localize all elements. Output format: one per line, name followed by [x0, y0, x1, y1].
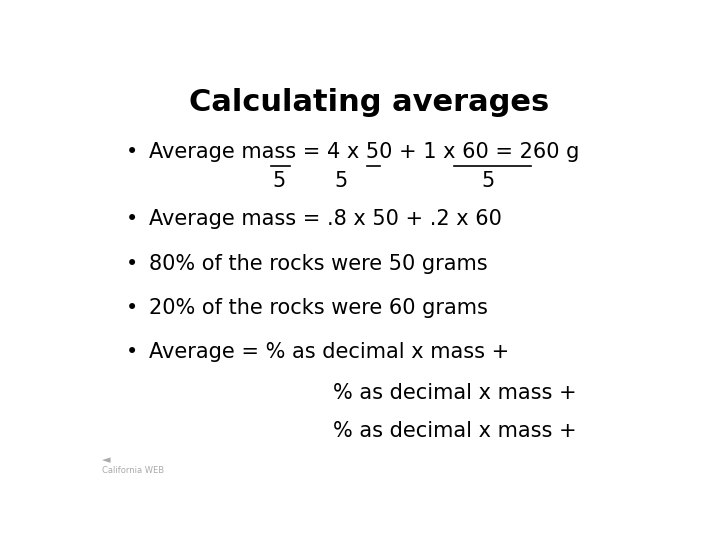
Text: ◄: ◄ — [102, 455, 111, 465]
Text: 5: 5 — [482, 171, 495, 191]
Text: % as decimal x mass +: % as decimal x mass + — [333, 421, 576, 441]
Text: 80% of the rocks were 50 grams: 80% of the rocks were 50 grams — [148, 254, 487, 274]
Text: Average mass = .8 x 50 + .2 x 60: Average mass = .8 x 50 + .2 x 60 — [148, 208, 501, 228]
Text: % as decimal x mass +: % as decimal x mass + — [333, 383, 576, 403]
Text: 5: 5 — [335, 171, 348, 191]
Text: Average = % as decimal x mass +: Average = % as decimal x mass + — [148, 342, 509, 362]
Text: 20% of the rocks were 60 grams: 20% of the rocks were 60 grams — [148, 298, 487, 318]
Text: Average mass = 4 x 50 + 1 x 60 = 260 g: Average mass = 4 x 50 + 1 x 60 = 260 g — [148, 142, 579, 162]
Text: •: • — [126, 208, 138, 228]
Text: •: • — [126, 142, 138, 162]
Text: •: • — [126, 298, 138, 318]
Text: California WEB: California WEB — [102, 465, 164, 475]
Text: •: • — [126, 254, 138, 274]
Text: Calculating averages: Calculating averages — [189, 87, 549, 117]
Text: •: • — [126, 342, 138, 362]
Text: 5: 5 — [272, 171, 285, 191]
